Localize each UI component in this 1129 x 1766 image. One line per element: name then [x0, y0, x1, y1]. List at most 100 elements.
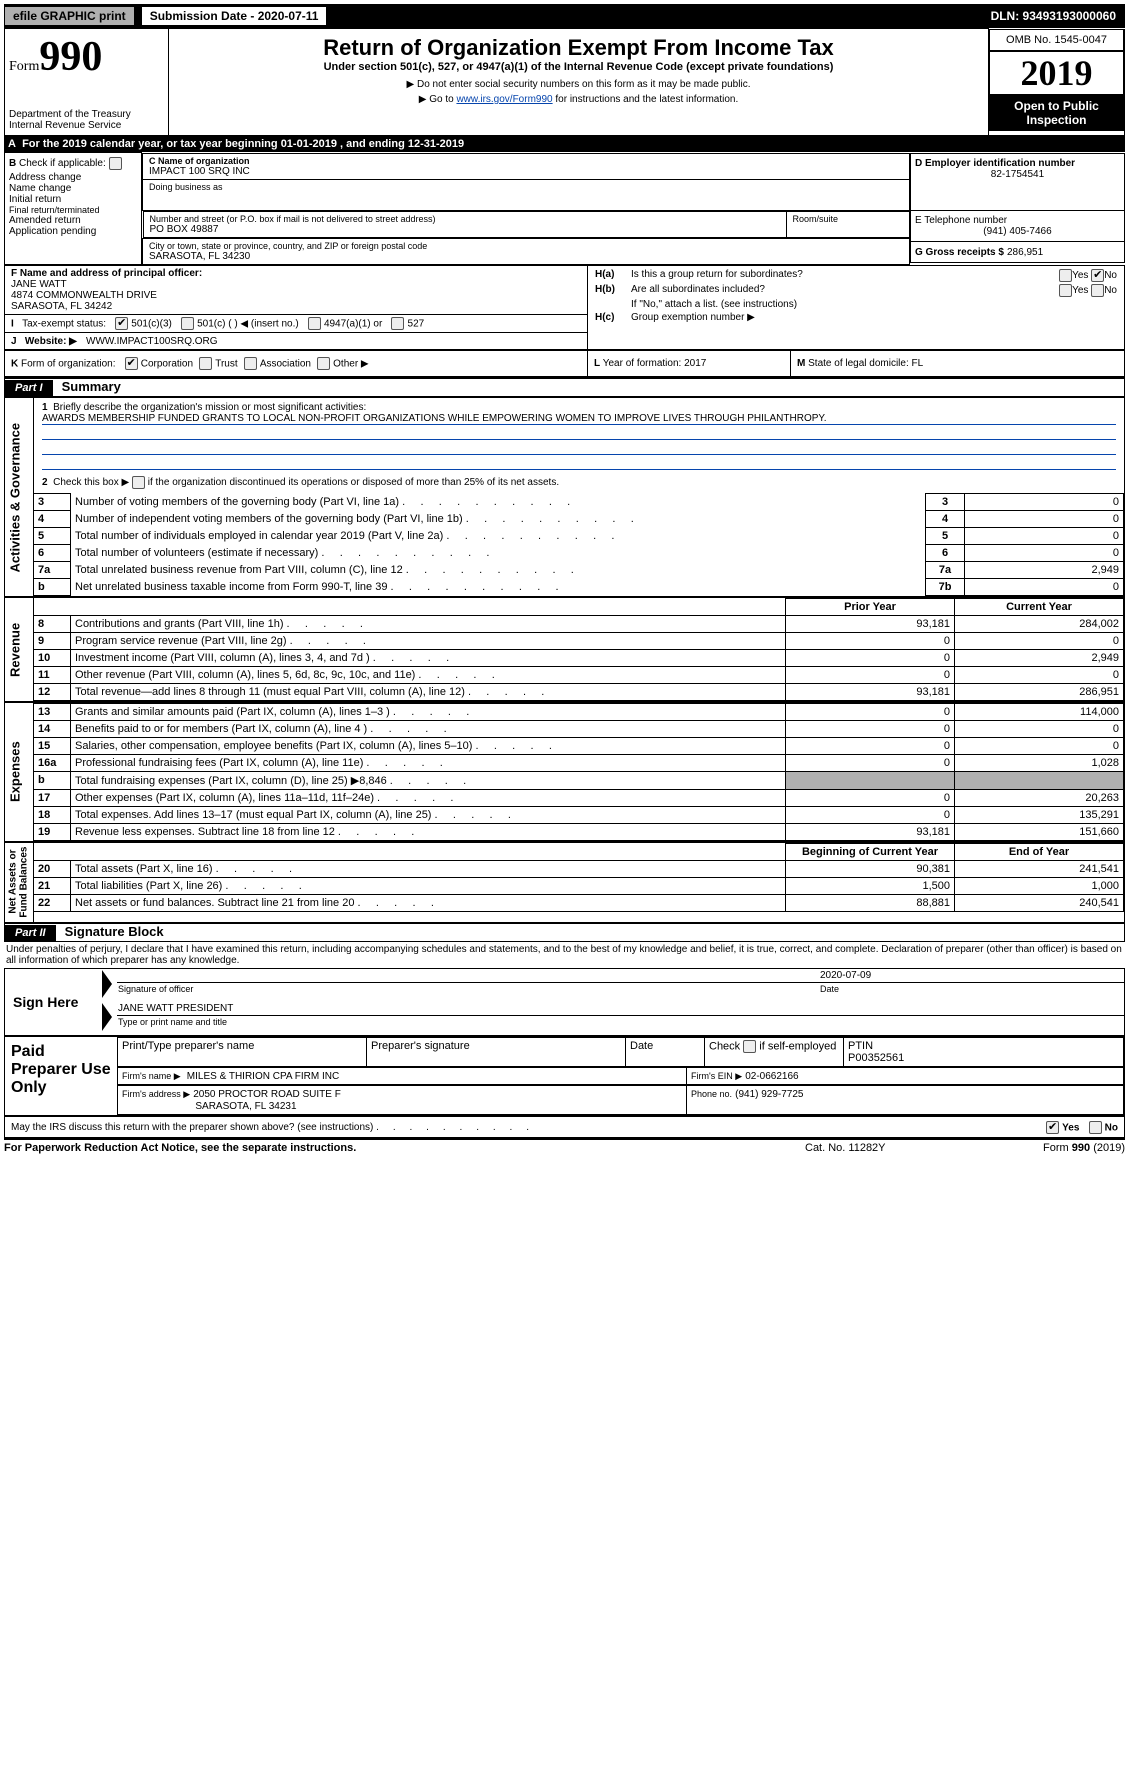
mission-blank	[42, 455, 1116, 470]
org-address: PO BOX 49887	[150, 224, 780, 235]
discuss-yes[interactable]	[1046, 1121, 1059, 1134]
section-b: B Check if applicable: Address change Na…	[5, 153, 142, 265]
b-check-master[interactable]	[109, 157, 122, 170]
mission-blank	[42, 440, 1116, 455]
officer-addr2: SARASOTA, FL 34242	[11, 301, 581, 312]
ha-yes[interactable]	[1059, 269, 1072, 282]
dba-label: Doing business as	[149, 182, 903, 192]
footer-center: Cat. No. 11282Y	[805, 1142, 985, 1154]
year-formation: 2017	[684, 358, 706, 369]
g-label: G Gross receipts $	[915, 247, 1004, 258]
sig-date-label: Date	[819, 983, 1124, 996]
ein-value: 82-1754541	[915, 169, 1120, 180]
state-domicile: FL	[912, 358, 924, 369]
org-city: SARASOTA, FL 34230	[149, 251, 903, 262]
submission-date: Submission Date - 2020-07-11	[142, 7, 327, 25]
j-label: Website: ▶	[25, 336, 77, 347]
footer-right: Form 990 (2019)	[985, 1142, 1125, 1154]
m-label: State of legal domicile:	[808, 358, 909, 369]
hb-note: If "No," attach a list. (see instruction…	[630, 298, 1118, 311]
sign-arrow-icon	[102, 1003, 112, 1031]
ag-table: 3Number of voting members of the governi…	[34, 493, 1124, 596]
firm-phone: (941) 929-7725	[735, 1089, 803, 1100]
b-item: Amended return	[9, 215, 137, 226]
firm-addr-label: Firm's address ▶	[122, 1089, 190, 1099]
form-subtitle: Under section 501(c), 527, or 4947(a)(1)…	[179, 61, 978, 73]
ha-text: Is this a group return for subordinates?	[630, 268, 993, 283]
sign-arrow-icon	[102, 970, 112, 998]
ag-vlabel: Activities & Governance	[5, 398, 34, 598]
k-label: Form of organization:	[21, 358, 116, 369]
i-4947[interactable]	[308, 317, 321, 330]
firm-addr2: SARASOTA, FL 34231	[195, 1101, 296, 1112]
discuss-no[interactable]	[1089, 1121, 1102, 1134]
firm-addr1: 2050 PROCTOR ROAD SUITE F	[193, 1089, 341, 1100]
header-note-2: ▶ Go to www.irs.gov/Form990 for instruct…	[179, 94, 978, 105]
ptin-label: PTIN	[848, 1040, 873, 1052]
c-name-label: C Name of organization	[149, 156, 903, 166]
addr-label: Number and street (or P.O. box if mail i…	[150, 214, 780, 224]
hc-text: Group exemption number ▶	[630, 311, 1118, 324]
perjury-text: Under penalties of perjury, I declare th…	[4, 942, 1125, 968]
firm-ein: 02-0662166	[745, 1071, 798, 1082]
officer-name: JANE WATT	[11, 279, 581, 290]
pt-date-label: Date	[626, 1038, 705, 1067]
pt-self-employed: Check if self-employed	[705, 1038, 844, 1067]
footer-left: For Paperwork Reduction Act Notice, see …	[4, 1142, 805, 1154]
dept-label: Department of the Treasury	[9, 109, 164, 120]
k-corp[interactable]	[125, 357, 138, 370]
officer-sub-label: Type or print name and title	[117, 1016, 1124, 1029]
pt-sig-label: Preparer's signature	[367, 1038, 626, 1067]
open-to-public: Open to Public Inspection	[989, 95, 1124, 131]
expenses-table: 13Grants and similar amounts paid (Part …	[34, 703, 1124, 841]
revenue-table: Prior YearCurrent Year8Contributions and…	[34, 598, 1124, 701]
f-label: F Name and address of principal officer:	[11, 268, 202, 279]
sig-officer-label: Signature of officer	[117, 983, 819, 996]
b-item: Name change	[9, 183, 137, 194]
sign-date: 2020-07-09	[819, 969, 1124, 983]
i-527[interactable]	[391, 317, 404, 330]
hb-no[interactable]	[1091, 284, 1104, 297]
officer-addr1: 4874 COMMONWEALTH DRIVE	[11, 290, 581, 301]
i-501c3[interactable]	[115, 317, 128, 330]
irs-link[interactable]: www.irs.gov/Form990	[456, 94, 552, 105]
firm-name: MILES & THIRION CPA FIRM INC	[187, 1071, 339, 1082]
part-ii-title: Signature Block	[59, 924, 164, 939]
b-item: Application pending	[9, 226, 137, 237]
firm-ein-label: Firm's EIN ▶	[691, 1071, 742, 1081]
q2-text: Check this box ▶ if the organization dis…	[53, 477, 559, 488]
netassets-table: Beginning of Current YearEnd of Year20To…	[34, 843, 1124, 912]
k-other[interactable]	[317, 357, 330, 370]
hb-text: Are all subordinates included?	[630, 283, 993, 298]
form-number-box: Form990	[9, 33, 164, 81]
omb-number: OMB No. 1545-0047	[989, 29, 1124, 51]
org-name: IMPACT 100 SRQ INC	[149, 166, 903, 177]
officer-typed-name: JANE WATT PRESIDENT	[117, 1002, 1124, 1016]
part-ii-label: Part II	[5, 925, 56, 941]
ptin-value: P00352561	[848, 1052, 904, 1064]
irs-label: Internal Revenue Service	[9, 120, 164, 131]
self-employed-check[interactable]	[743, 1040, 756, 1053]
hb-yes[interactable]	[1059, 284, 1072, 297]
top-bar: efile GRAPHIC print Submission Date - 20…	[4, 4, 1125, 28]
part-i-title: Summary	[56, 379, 121, 394]
paid-preparer-label: Paid Preparer Use Only	[5, 1037, 118, 1116]
k-trust[interactable]	[199, 357, 212, 370]
e-label: E Telephone number	[915, 215, 1120, 226]
i-label: Tax-exempt status:	[22, 318, 106, 329]
mission-blank	[42, 425, 1116, 440]
l-label: Year of formation:	[603, 358, 682, 369]
form-title: Return of Organization Exempt From Incom…	[179, 35, 978, 61]
b-item: Final return/terminated	[9, 205, 137, 215]
city-label: City or town, state or province, country…	[149, 241, 903, 251]
ha-no[interactable]	[1091, 269, 1104, 282]
header-note-1: ▶ Do not enter social security numbers o…	[179, 79, 978, 90]
q2-check[interactable]	[132, 476, 145, 489]
i-501c[interactable]	[181, 317, 194, 330]
gross-receipts: 286,951	[1007, 247, 1043, 258]
d-label: D Employer identification number	[915, 158, 1075, 169]
discuss-text: May the IRS discuss this return with the…	[11, 1122, 529, 1133]
website-value: WWW.IMPACT100SRQ.ORG	[86, 336, 218, 347]
k-assoc[interactable]	[244, 357, 257, 370]
b-item: Address change	[9, 172, 137, 183]
